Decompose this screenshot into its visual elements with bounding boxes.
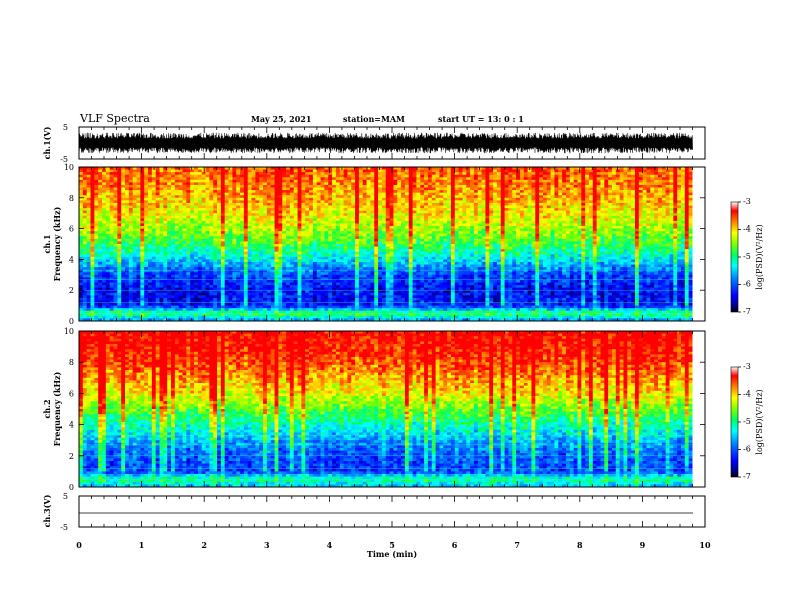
xtick-label: 6 (452, 540, 458, 550)
colorbar-tick: -6 (743, 445, 751, 454)
ch1-ytick-top: 5 (63, 123, 68, 132)
ch2-spectrogram-title: ch.2 (42, 399, 52, 418)
xtick-label: 3 (264, 540, 270, 550)
date-label: May 25, 2021 (251, 114, 311, 124)
colorbar-tick: -6 (743, 280, 751, 289)
ytick-label: 8 (69, 358, 74, 367)
colorbar-tick: -3 (743, 197, 751, 206)
ch1-colorbar-label: log(PSD)(V²/Hz) (755, 224, 764, 289)
ytick-label: 0 (69, 317, 74, 326)
ytick-label: 4 (69, 255, 74, 264)
ytick-label: 8 (69, 194, 74, 203)
colorbar-tick: -7 (743, 472, 751, 481)
ytick-label: 6 (69, 225, 74, 234)
ytick-label: 4 (69, 421, 74, 430)
ch1-spectrogram-yticks: 0 2 4 6 8 10 (64, 163, 705, 326)
ch1-spectrogram-panel: ch.1 Frequency (kHz) 0 2 4 6 8 10 (42, 163, 706, 326)
colorbar-tick: -5 (743, 417, 751, 426)
xtick-label: 1 (139, 540, 145, 550)
ytick-label: 0 (69, 483, 74, 492)
xtick-label: 2 (201, 540, 207, 550)
colorbar-tick: -3 (743, 362, 751, 371)
ch2-spectrogram-panel: ch.2 Frequency (kHz) 0 2 4 6 8 10 (42, 327, 706, 492)
ch1-waveform-trace (78, 132, 693, 154)
ytick-label: 10 (64, 327, 74, 336)
xtick-label: 7 (514, 540, 520, 550)
ytick-label: 2 (69, 452, 74, 461)
colorbar-tick: -4 (743, 225, 751, 234)
ch2-spectrogram-ylabel: Frequency (kHz) (52, 371, 62, 446)
ch1-spectrogram-title: ch.1 (42, 234, 52, 253)
ytick-label: 2 (69, 286, 74, 295)
ch1-ylabel: ch.1(V) (42, 126, 52, 159)
ch3-ytick-bottom: -5 (60, 523, 68, 532)
colorbar-tick: -4 (743, 390, 751, 399)
ytick-label: 6 (69, 389, 74, 398)
colorbar-tick: -5 (743, 252, 751, 261)
ytick-label: 10 (64, 163, 74, 172)
xtick-label: 9 (640, 540, 646, 550)
ch3-ytick-top: 5 (63, 492, 68, 501)
ch2-spectrogram-image (79, 331, 705, 488)
ch1-colorbar: -3 -4 -5 -6 -7 log(PSD)(V²/Hz) (730, 197, 764, 316)
ch2-spectrogram-yticks: 0 2 4 6 8 10 (64, 327, 705, 492)
xtick-label: 4 (327, 540, 333, 550)
xtick-label: 8 (577, 540, 583, 550)
ch1-ytick-bottom: -5 (60, 155, 68, 164)
figure-title: VLF Spectra (79, 112, 150, 125)
xtick-label: 5 (389, 540, 395, 550)
ch2-colorbar-label: log(PSD)(V²/Hz) (755, 389, 764, 454)
x-axis-label: Time (min) (367, 549, 417, 559)
ch1-spectrogram-ylabel: Frequency (kHz) (52, 206, 62, 281)
time-tick-labels: 0 1 2 3 4 5 6 7 8 9 10 (76, 540, 711, 550)
ch3-ylabel: ch.3(V) (42, 494, 52, 527)
xtick-label: 10 (699, 540, 711, 550)
ch1-spectrogram-image (79, 167, 705, 322)
start-time-label: start UT = 13: 0 : 1 (438, 114, 524, 124)
xtick-label: 0 (76, 540, 82, 550)
ch2-colorbar: -3 -4 -5 -6 -7 log(PSD)(V²/Hz) (730, 362, 764, 481)
station-label: station=MAM (343, 114, 405, 124)
time-ticks (78, 127, 706, 527)
colorbar-tick: -7 (743, 307, 751, 316)
